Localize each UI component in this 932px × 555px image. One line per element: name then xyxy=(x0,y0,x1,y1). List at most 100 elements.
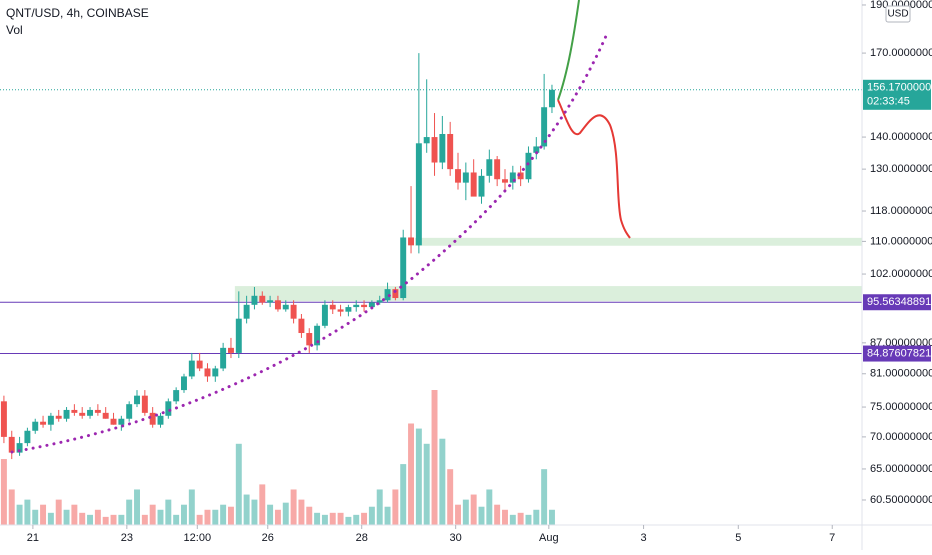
candle-body xyxy=(118,418,125,425)
x-tick-label: 28 xyxy=(356,532,368,544)
plot-layer xyxy=(0,53,862,525)
volume-bar xyxy=(102,516,109,525)
y-tick-label: 60.50000000 xyxy=(870,494,932,506)
candle-body xyxy=(79,412,86,416)
volume-bar xyxy=(376,489,383,525)
candle-body xyxy=(298,318,305,334)
candle-body xyxy=(196,360,203,369)
y-tick-label: 110.00000000 xyxy=(870,235,932,247)
y-tick-label: 170.00000000 xyxy=(870,47,932,59)
volume-bar xyxy=(447,469,454,525)
candle-body xyxy=(415,143,422,246)
candle-body xyxy=(71,409,78,413)
volume-bar xyxy=(306,506,313,525)
candle-body xyxy=(533,146,540,153)
candle-body xyxy=(94,409,101,413)
volume-bar xyxy=(400,464,407,525)
trend-curve xyxy=(10,34,608,454)
volume-bar xyxy=(251,499,258,525)
x-tick-label: 23 xyxy=(121,532,133,544)
volume-bar xyxy=(368,506,375,525)
candle-body xyxy=(361,304,368,308)
volume-bar xyxy=(118,514,125,525)
volume-bar xyxy=(24,499,31,525)
candle-body xyxy=(478,175,485,197)
projection-up xyxy=(557,0,580,101)
volume-bar xyxy=(494,504,501,525)
candle-body xyxy=(204,368,211,377)
volume-bar xyxy=(353,514,360,525)
volume-bar xyxy=(55,499,62,525)
volume-bar xyxy=(204,509,211,525)
volume-bar xyxy=(462,499,469,525)
y-tick-label: 65.00000000 xyxy=(870,463,932,475)
last-price-bg xyxy=(863,79,931,110)
candle-body xyxy=(494,159,501,180)
candle-body xyxy=(0,401,7,437)
candle-body xyxy=(141,395,148,413)
zone xyxy=(234,286,862,302)
candle-body xyxy=(290,304,297,319)
volume-bar xyxy=(290,489,297,525)
candle-body xyxy=(134,395,140,405)
candle-body xyxy=(157,415,164,425)
currency-label: USD xyxy=(887,9,908,20)
candle-body xyxy=(525,152,532,180)
candle-body xyxy=(470,172,477,197)
candle-body xyxy=(345,307,352,312)
candle-body xyxy=(227,347,234,353)
candle-body xyxy=(548,89,555,108)
level-label: 84.87607821 xyxy=(867,347,931,359)
volume-bar xyxy=(243,494,250,525)
x-tick-label: 12:00 xyxy=(184,532,212,544)
projection-down xyxy=(557,99,631,239)
candle-body xyxy=(40,421,47,425)
countdown-label: 02:33:45 xyxy=(867,96,910,108)
y-tick-label: 118.00000000 xyxy=(870,205,932,217)
volume-bar xyxy=(181,504,187,525)
x-tick-label: 5 xyxy=(735,532,741,544)
candle-body xyxy=(392,289,399,299)
candle-body xyxy=(439,133,446,163)
candle-body xyxy=(55,415,62,419)
candle-body xyxy=(110,418,117,425)
volume-bar xyxy=(141,514,148,525)
volume-bar xyxy=(165,499,172,525)
volume-bar xyxy=(40,504,47,525)
volume-bar xyxy=(134,489,140,525)
candle-body xyxy=(24,430,31,444)
candle-body xyxy=(212,368,219,377)
volume-bar xyxy=(188,489,195,525)
volume-bar xyxy=(509,514,516,525)
volume-bar xyxy=(227,506,234,525)
candle-body xyxy=(8,436,15,453)
volume-bar xyxy=(71,504,78,525)
candle-body xyxy=(63,409,70,419)
candle-body xyxy=(384,289,391,301)
volume-bar xyxy=(157,509,164,525)
volume-bar xyxy=(478,506,485,525)
candle-body xyxy=(47,415,54,425)
y-tick-label: 81.00000000 xyxy=(870,368,932,380)
candle-body xyxy=(181,376,187,391)
volume-bar xyxy=(94,509,101,525)
volume-bar xyxy=(423,443,430,525)
candle-body xyxy=(400,237,407,299)
volume-bar xyxy=(361,512,368,525)
candle-body xyxy=(321,304,328,326)
candle-body xyxy=(376,300,383,303)
volume-bar xyxy=(415,428,422,525)
candle-body xyxy=(165,401,172,416)
candle-body xyxy=(517,172,524,180)
candle-body xyxy=(267,300,274,303)
volume-bar xyxy=(321,514,328,525)
candle-body xyxy=(306,333,313,346)
candle-body xyxy=(353,304,360,308)
volume-bar xyxy=(79,512,86,525)
volume-bar xyxy=(87,514,94,525)
candle-body xyxy=(16,443,23,453)
x-tick-label: 7 xyxy=(829,532,835,544)
candle-body xyxy=(408,237,415,246)
